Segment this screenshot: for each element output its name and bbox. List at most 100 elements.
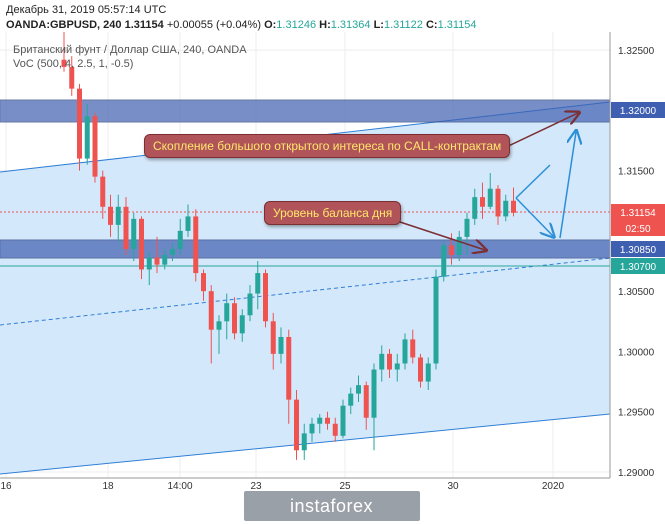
candle-up (278, 336, 284, 354)
low-value: 1.31122 (383, 19, 423, 31)
candle-up (239, 315, 245, 334)
candle-down (232, 303, 237, 334)
candle-up (170, 248, 175, 255)
badge-current: 1.31154 (620, 208, 656, 219)
high-value: 1.31364 (330, 19, 371, 31)
candle-up (224, 303, 230, 322)
candle-up (185, 216, 191, 231)
chart-legend-title: Британский фунт / Доллар США, 240, OANDA (13, 44, 247, 56)
balance-band (0, 239, 611, 259)
y-tick-label: 1.32500 (618, 46, 655, 57)
badge-level-a: 1.30850 (620, 245, 657, 256)
x-tick-label: 25 (339, 481, 351, 490)
candle-down (69, 66, 75, 89)
candle-down (294, 399, 299, 451)
y-tick-label: 1.29500 (618, 408, 655, 419)
candle-up (146, 257, 152, 270)
candle-up (255, 273, 261, 294)
low-label: L: (373, 19, 384, 31)
brand-logo-text: instaforex (290, 496, 374, 516)
callout-balance-level: Уровень баланса дня (264, 201, 402, 225)
channel-mid-line (0, 257, 611, 326)
close-label: C: (425, 19, 438, 31)
candle-down (511, 200, 516, 213)
x-tick-label: 2020 (542, 481, 565, 490)
candle-up (247, 293, 253, 316)
candle-up (317, 417, 323, 424)
candle-up (394, 363, 400, 370)
ohlc-header: OANDA:GBPUSD, 240 1.31154 +0.00055 (+0.0… (6, 19, 477, 31)
candle-up (487, 188, 493, 207)
brand-logo (244, 491, 420, 521)
candle-up (309, 423, 315, 434)
candle-up (371, 369, 377, 418)
price-chart[interactable]: 1.325001.315001.310001.305001.300001.295… (0, 0, 665, 490)
x-tick-label: 14:00 (167, 481, 192, 490)
badge-level-top: 1.32000 (620, 106, 657, 117)
open-label: O: (264, 19, 277, 31)
candle-down (387, 353, 392, 370)
symbol-label: OANDA:GBPUSD, 240 (6, 19, 122, 31)
candle-up (433, 276, 439, 364)
chart-legend-indicator: VoC (500, 4, 2.5, 1, -0.5) (13, 58, 134, 70)
forecast-arrow-down (515, 197, 553, 236)
badge-level-b: 1.30700 (620, 262, 657, 273)
high-label: H: (319, 19, 331, 31)
close-value: 1.31154 (437, 19, 477, 31)
badge-level-b-bg (611, 258, 665, 274)
candle-down (92, 116, 98, 177)
candle-down (363, 385, 369, 418)
candles (61, 32, 516, 460)
badge-countdown-bg (611, 220, 665, 236)
chart-datetime: Декабрь 31, 2019 05:57:14 UTC (6, 4, 167, 16)
candle-down (495, 188, 501, 217)
candle-down (193, 216, 199, 274)
forecast-arrow-up (515, 164, 551, 199)
candle-up (115, 206, 121, 225)
candle-down (201, 273, 206, 292)
forecast-arrow-up-2 (559, 132, 576, 239)
badge-current-bg (611, 204, 665, 220)
candle-down (108, 206, 113, 225)
badge-countdown: 02:50 (625, 224, 650, 235)
candle-up (464, 218, 470, 237)
x-tick-label: 30 (447, 481, 459, 490)
badge-level-top-bg (611, 102, 665, 118)
candle-up (441, 245, 447, 277)
candle-down (208, 291, 214, 330)
x-tick-label: 18 (102, 481, 114, 490)
candle-up (472, 197, 478, 219)
price-badges: 1.32000 1.31154 02:50 1.30850 1.30700 (611, 102, 665, 274)
x-tick-label: 16 (0, 481, 12, 490)
candle-down (325, 417, 330, 424)
candle-down (418, 357, 423, 382)
price-channel (0, 102, 610, 474)
candle-up (356, 385, 361, 394)
candle-down (100, 176, 106, 207)
candle-up (162, 255, 168, 265)
candle-down (410, 339, 416, 358)
candle-down (263, 273, 268, 322)
candle-up (177, 230, 183, 249)
candle-up (402, 339, 408, 364)
resistance-band (0, 99, 611, 123)
y-tick-label: 1.30000 (618, 347, 655, 358)
y-tick-label: 1.31500 (618, 167, 655, 178)
x-tick-label: 23 (250, 481, 262, 490)
candle-up (456, 236, 462, 255)
candle-up (84, 116, 90, 159)
y-tick-label: 1.29000 (618, 468, 655, 479)
candle-down (123, 206, 129, 249)
y-tick-label: 1.30500 (618, 287, 655, 298)
candle-down (480, 197, 485, 207)
price-change: +0.00055 (+0.04%) (166, 19, 261, 31)
candle-down (77, 88, 82, 159)
candle-down (449, 245, 454, 255)
open-value: 1.31246 (276, 19, 317, 31)
badge-level-a-bg (611, 241, 665, 257)
callout-pointer-call (499, 113, 578, 151)
candle-up (425, 363, 431, 382)
candle-up (301, 433, 307, 451)
last-price: 1.31154 (124, 19, 164, 31)
candle-up (216, 321, 222, 330)
